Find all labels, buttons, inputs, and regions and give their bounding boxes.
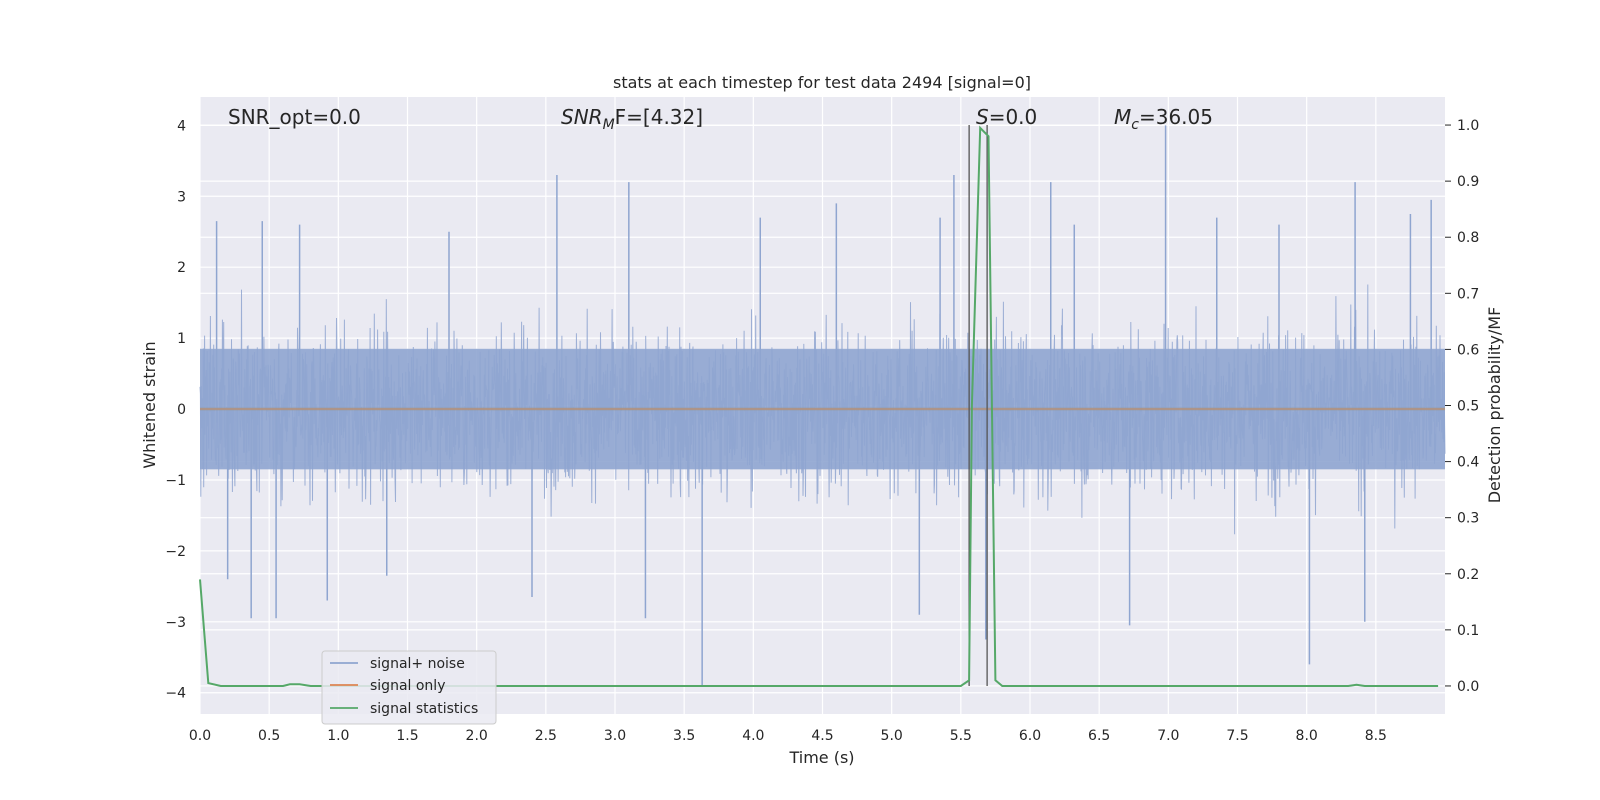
annotation-s: S=0.0: [976, 105, 1037, 129]
x-tick-label: 8.0: [1296, 728, 1318, 744]
left-y-tick-label: 1: [177, 331, 186, 347]
series-signal-statistics: [199, 125, 1439, 687]
x-tick-label: 0.5: [258, 728, 280, 744]
legend-label-signal-statistics: signal statistics: [370, 701, 478, 717]
left-y-axis-label: Whitened strain: [140, 341, 159, 468]
annotation-s-rest: =0.0: [989, 105, 1038, 129]
right-y-tick-label: 1.0: [1457, 118, 1479, 134]
right-y-tick-label: 0.4: [1457, 455, 1479, 471]
annotation-snr-mf: SNRMF=[4.32]: [561, 105, 703, 133]
annotation-mc-sub: c: [1131, 117, 1139, 133]
x-tick-label: 8.5: [1365, 728, 1387, 744]
x-tick-label: 4.5: [811, 728, 833, 744]
left-y-tick-label: 4: [177, 118, 186, 134]
x-tick-label: 1.0: [327, 728, 349, 744]
left-y-tick-labels: 4 3 2 1 0 −1 −2 −3 −4: [165, 118, 186, 701]
x-tick-label: 6.5: [1088, 728, 1110, 744]
x-tick-label: 3.0: [604, 728, 626, 744]
x-tick-label: 4.0: [742, 728, 764, 744]
annotation-s-main: S: [976, 105, 989, 129]
x-tick-label: 2.0: [466, 728, 488, 744]
left-y-tick-label: −3: [165, 615, 186, 631]
right-y-tick-label: 0.3: [1457, 511, 1479, 527]
left-y-tick-label: 2: [177, 260, 186, 276]
right-y-tick-label: 0.6: [1457, 342, 1479, 358]
x-tick-label: 1.5: [396, 728, 418, 744]
chart-title: stats at each timestep for test data 249…: [613, 73, 1031, 92]
left-y-tick-label: 3: [177, 189, 186, 205]
legend: signal+ noise signal only signal statist…: [321, 650, 497, 725]
annotation-snr-mf-main: SNR: [561, 105, 603, 129]
annotation-mc: Mc=36.05: [1114, 105, 1213, 133]
x-tick-label: 0.0: [189, 728, 211, 744]
annotation-snr-opt: SNR_opt=0.0: [228, 105, 361, 129]
right-y-tick-label: 0.1: [1457, 623, 1479, 639]
x-tick-label: 5.5: [950, 728, 972, 744]
annotation-snr-mf-sub: M: [603, 117, 615, 133]
right-y-tick-label: 0.2: [1457, 567, 1479, 583]
right-y-tick-labels: 1.0 0.9 0.8 0.7 0.6 0.5 0.4 0.3 0.2 0.1 0.0: [1445, 118, 1479, 695]
x-tick-label: 7.5: [1226, 728, 1248, 744]
x-tick-labels: 0.0 0.5 1.0 1.5 2.0 2.5 3.0 3.5 4.0 4.5 5.0 5.5 6.0 6…: [189, 728, 1387, 744]
right-y-tick-label: 0.8: [1457, 230, 1479, 246]
right-y-tick-label: 0.5: [1457, 399, 1479, 415]
right-y-axis-label: Detection probability/MF: [1485, 307, 1504, 504]
legend-label-signal-noise: signal+ noise: [370, 656, 465, 672]
right-y-tick-label: 0.0: [1457, 679, 1479, 695]
annotation-snr-mf-rest: F=[4.32]: [615, 105, 703, 129]
x-tick-label: 2.5: [535, 728, 557, 744]
legend-box: [321, 650, 497, 725]
signal-statistics-line: [199, 125, 1439, 687]
x-tick-label: 5.0: [881, 728, 903, 744]
left-y-tick-label: −1: [165, 473, 186, 489]
x-tick-label: 7.0: [1157, 728, 1179, 744]
x-tick-label: 3.5: [673, 728, 695, 744]
left-y-tick-label: −4: [165, 686, 186, 702]
right-y-tick-label: 0.7: [1457, 286, 1479, 302]
x-axis-label: Time (s): [788, 748, 854, 767]
left-y-tick-label: 0: [177, 402, 186, 418]
x-tick-label: 6.0: [1019, 728, 1041, 744]
annotation-mc-main: M: [1114, 105, 1131, 129]
annotation-mc-rest: =36.05: [1139, 105, 1213, 129]
left-y-tick-label: −2: [165, 544, 186, 560]
right-y-tick-label: 0.9: [1457, 174, 1479, 190]
legend-label-signal-only: signal only: [370, 678, 445, 694]
